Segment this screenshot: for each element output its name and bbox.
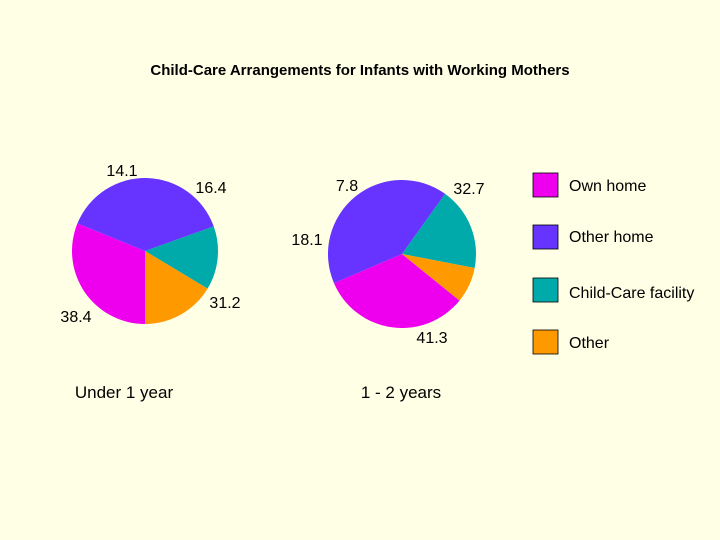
pie1-label-own-home: 31.2 bbox=[209, 295, 240, 312]
legend-label-own-home: Own home bbox=[569, 178, 646, 195]
legend-label-child-care-facility: Child-Care facility bbox=[569, 285, 694, 302]
pie-under-1-year bbox=[72, 178, 218, 324]
pie-1-2-years bbox=[327, 179, 477, 329]
pie1-label-child-care-facility: 14.1 bbox=[106, 163, 137, 180]
pie2-label-other-home: 41.3 bbox=[416, 330, 447, 347]
legend-swatch-own-home bbox=[532, 172, 559, 198]
pie2-slice-own-home bbox=[333, 254, 460, 329]
pie2-slice-other-home bbox=[327, 179, 446, 284]
pie1-caption: Under 1 year bbox=[75, 383, 174, 402]
pie2-label-child-care-facility: 18.1 bbox=[291, 232, 322, 249]
legend-label-other: Other bbox=[569, 335, 610, 352]
legend: Own home Other home Child-Care facility … bbox=[532, 172, 694, 355]
legend-swatch-other bbox=[532, 329, 559, 355]
pie1-label-other-home: 38.4 bbox=[60, 309, 91, 326]
pie1-slice-other-home bbox=[77, 178, 214, 251]
pie2-slice-child-care-facility bbox=[402, 193, 477, 268]
pie1-label-other: 16.4 bbox=[195, 180, 226, 197]
pie2-label-own-home: 32.7 bbox=[453, 181, 484, 198]
chart-title: Child-Care Arrangements for Infants with… bbox=[150, 62, 569, 79]
legend-swatch-other-home bbox=[532, 224, 559, 250]
pie2-label-other: 7.8 bbox=[336, 178, 358, 195]
pie1-slice-child-care-facility bbox=[145, 226, 218, 289]
pie2-caption: 1 - 2 years bbox=[361, 383, 441, 402]
pie1-slice-own-home bbox=[72, 223, 145, 324]
legend-label-other-home: Other home bbox=[569, 229, 654, 246]
pie1-slice-other bbox=[145, 251, 208, 324]
pie2-slice-other bbox=[402, 254, 475, 301]
legend-swatch-child-care-facility bbox=[532, 277, 559, 303]
